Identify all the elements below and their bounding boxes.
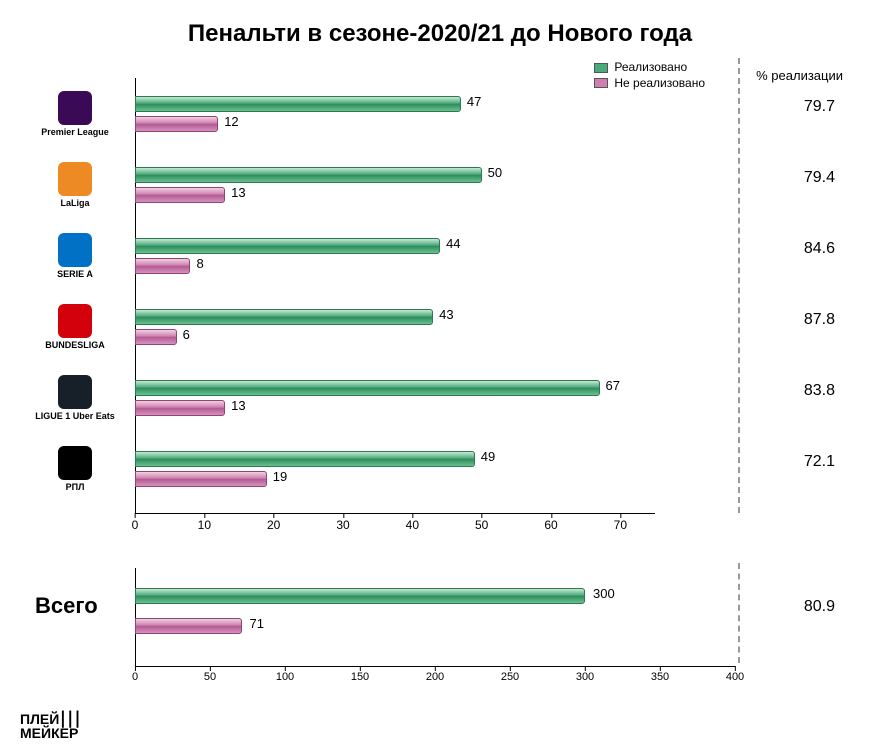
x-tick: 400 [726, 671, 744, 683]
pct-value: 72.1 [804, 453, 835, 471]
bar-realized [135, 167, 482, 183]
x-tick: 350 [651, 671, 669, 683]
bar-not-realized [135, 471, 267, 487]
league-logo: LaLiga [25, 155, 125, 215]
value-not-realized: 19 [273, 469, 287, 484]
legend-realized-label: Реализовано [614, 60, 687, 76]
bar-not-realized [135, 187, 225, 203]
value-not-realized: 8 [196, 256, 203, 271]
x-tick: 60 [544, 518, 557, 532]
x-tick: 250 [501, 671, 519, 683]
league-row: Premier League 47 12 79.7 [135, 78, 855, 149]
x-tick: 70 [614, 518, 627, 532]
league-row: РПЛ 49 19 72.1 [135, 433, 855, 504]
chart-title: Пенальти в сезоне-2020/21 до Нового года [25, 20, 855, 48]
league-row: LIGUE 1 Uber Eats 67 13 83.8 [135, 362, 855, 433]
branding-line2: МЕЙКЕР [20, 727, 81, 740]
value-not-realized: 12 [224, 114, 238, 129]
total-bar-realized [135, 588, 585, 604]
pct-value: 79.7 [804, 98, 835, 116]
league-logo: BUNDESLIGA [25, 297, 125, 357]
bar-realized [135, 380, 600, 396]
value-not-realized: 13 [231, 398, 245, 413]
main-chart: Реализовано Не реализовано % реализации … [135, 78, 855, 538]
total-value-realized: 300 [593, 586, 615, 601]
x-tick: 30 [336, 518, 349, 532]
league-logo: LIGUE 1 Uber Eats [25, 368, 125, 428]
total-chart: Всего 300 71 80.9 0501001502002503003504… [135, 568, 855, 688]
value-realized: 49 [481, 449, 495, 464]
x-tick: 200 [426, 671, 444, 683]
value-realized: 50 [488, 165, 502, 180]
pct-value: 79.4 [804, 169, 835, 187]
league-logo: SERIE A [25, 226, 125, 286]
x-tick: 20 [267, 518, 280, 532]
value-realized: 43 [439, 307, 453, 322]
x-tick: 0 [132, 671, 138, 683]
bar-realized [135, 451, 475, 467]
total-value-not-realized: 71 [250, 616, 264, 631]
total-x-axis: 050100150200250300350400 [135, 666, 735, 688]
total-pct: 80.9 [804, 598, 835, 616]
league-logo: Premier League [25, 84, 125, 144]
value-not-realized: 6 [183, 327, 190, 342]
value-realized: 44 [446, 236, 460, 251]
total-bar-not-realized [135, 618, 242, 634]
bar-realized [135, 309, 433, 325]
pct-value: 84.6 [804, 240, 835, 258]
value-realized: 47 [467, 94, 481, 109]
league-row: SERIE A 44 8 84.6 [135, 220, 855, 291]
league-rows: Premier League 47 12 79.7 LaLiga 50 13 7… [135, 78, 855, 508]
bar-not-realized [135, 329, 177, 345]
branding-logo: ПЛЕЙ⎮⎮⎮ МЕЙКЕР [20, 713, 81, 740]
bar-not-realized [135, 400, 225, 416]
league-logo: РПЛ [25, 439, 125, 499]
legend-realized: Реализовано [594, 60, 705, 76]
main-x-axis: 0 10 20 30 40 50 60 70 [135, 513, 655, 538]
x-tick: 50 [204, 671, 216, 683]
pct-value: 83.8 [804, 382, 835, 400]
total-rows: 300 71 80.9 [135, 568, 855, 663]
legend-swatch-realized [594, 63, 608, 73]
x-tick: 150 [351, 671, 369, 683]
pct-value: 87.8 [804, 311, 835, 329]
bar-realized [135, 96, 461, 112]
bar-not-realized [135, 116, 218, 132]
x-tick: 10 [198, 518, 211, 532]
league-row: BUNDESLIGA 43 6 87.8 [135, 291, 855, 362]
x-tick: 0 [132, 518, 139, 532]
x-tick: 100 [276, 671, 294, 683]
x-tick: 40 [406, 518, 419, 532]
league-row: LaLiga 50 13 79.4 [135, 149, 855, 220]
value-not-realized: 13 [231, 185, 245, 200]
total-label: Всего [35, 593, 98, 619]
x-tick: 50 [475, 518, 488, 532]
x-tick: 300 [576, 671, 594, 683]
bar-realized [135, 238, 440, 254]
value-realized: 67 [606, 378, 620, 393]
bar-not-realized [135, 258, 190, 274]
